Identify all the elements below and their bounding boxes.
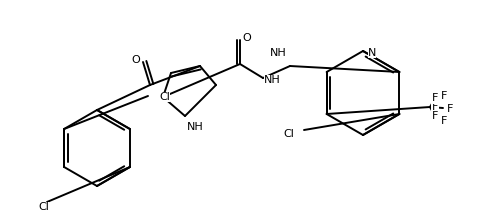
- Text: NH: NH: [264, 75, 281, 85]
- Text: Cl: Cl: [159, 92, 170, 102]
- Text: F: F: [441, 91, 447, 101]
- Text: F: F: [441, 116, 447, 126]
- Text: F: F: [432, 93, 439, 103]
- Text: O: O: [132, 55, 141, 65]
- Text: F: F: [432, 111, 439, 121]
- Text: F: F: [432, 102, 439, 112]
- Text: F: F: [447, 104, 453, 114]
- Text: N: N: [368, 48, 376, 58]
- Text: Cl: Cl: [283, 129, 294, 139]
- Text: Cl: Cl: [38, 202, 49, 212]
- Text: NH: NH: [187, 122, 204, 132]
- Text: O: O: [243, 33, 251, 43]
- Text: NH: NH: [270, 48, 287, 58]
